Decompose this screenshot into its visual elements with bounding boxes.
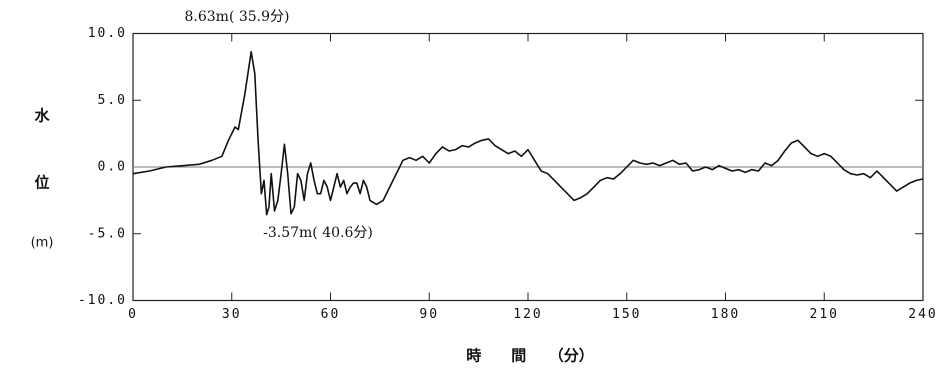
y-label: 水 <box>34 107 50 125</box>
y-tick-label: 10.0 <box>88 26 127 41</box>
x-label: 時 間 （分） <box>466 347 594 365</box>
x-tick-label: 120 <box>513 307 542 322</box>
y-tick-label: 0.0 <box>98 160 127 175</box>
y-label: (m) <box>31 236 54 251</box>
annotation: -3.57m( 40.6分) <box>263 225 373 241</box>
x-tick-label: 240 <box>908 307 937 322</box>
y-tick-label: -10.0 <box>78 293 127 308</box>
x-tick-label: 0 <box>128 307 138 322</box>
x-tick-label: 30 <box>222 307 242 322</box>
y-tick-label: 5.0 <box>98 93 127 108</box>
x-tick-label: 60 <box>321 307 341 322</box>
y-tick-label: -5.0 <box>88 226 127 241</box>
x-tick-label: 180 <box>711 307 740 322</box>
y-label: 位 <box>34 174 49 192</box>
x-tick-label: 150 <box>612 307 641 322</box>
annotation: 8.63m( 35.9分) <box>185 9 290 25</box>
x-tick-label: 210 <box>810 307 839 322</box>
x-tick-label: 90 <box>419 307 439 322</box>
series-line <box>132 50 924 216</box>
